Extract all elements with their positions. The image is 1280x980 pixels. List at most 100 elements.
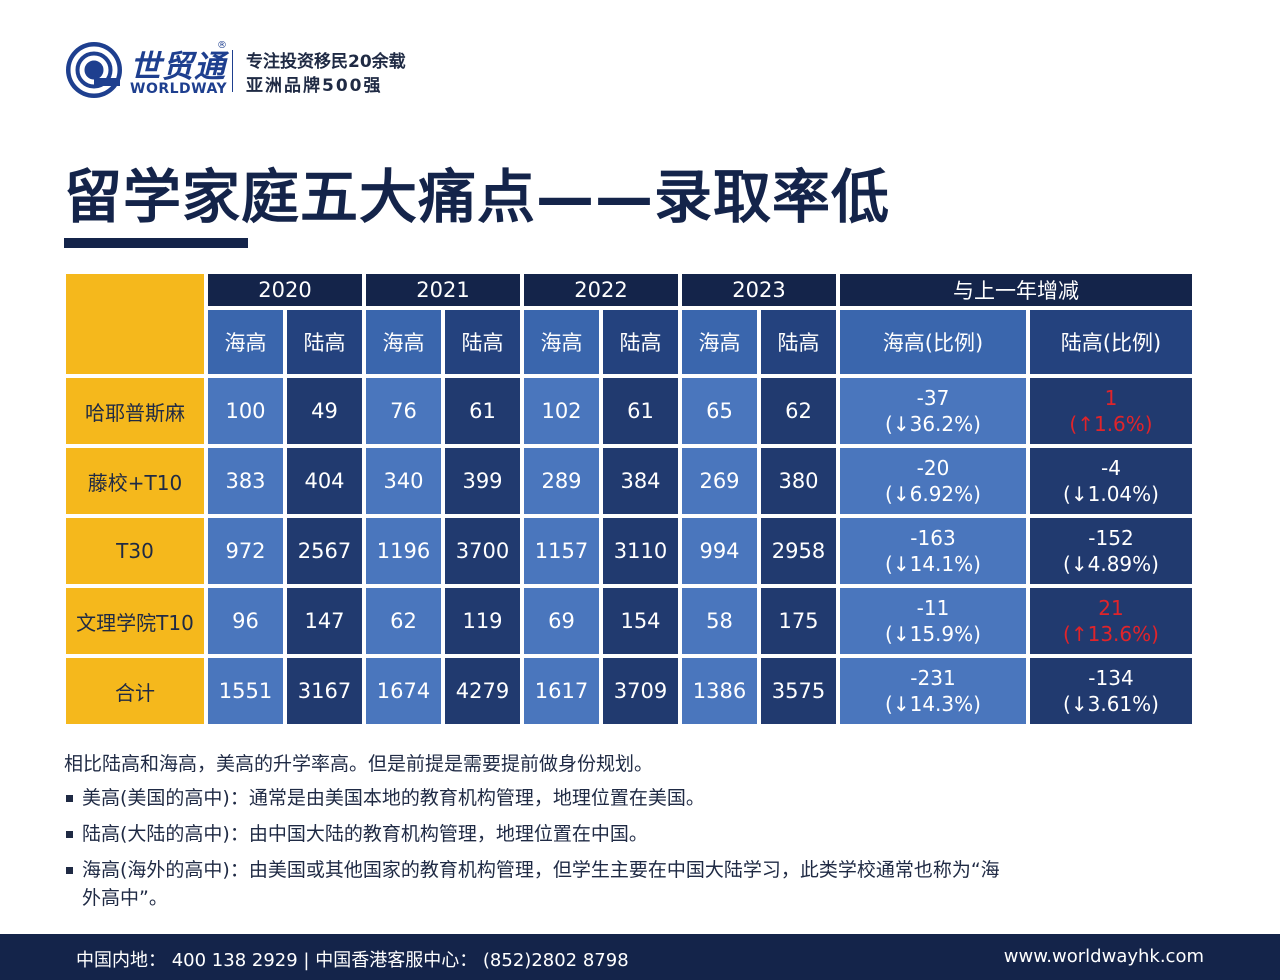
lugao-change-cell: 1 (↑1.6%): [1028, 376, 1194, 446]
corner-cell: [64, 272, 206, 376]
change-percent: (↓1.04%): [1063, 482, 1159, 506]
table-cell: 380: [759, 446, 838, 516]
change-value: 1: [1104, 386, 1118, 410]
footer-contact: 中国内地： 400 138 2929 | 中国香港客服中心： (852)2802…: [76, 950, 629, 971]
table-cell: 1617: [522, 656, 601, 726]
sub-header-lugao: 陆高: [759, 308, 838, 376]
year-header: 2022: [522, 272, 680, 308]
lugao-change-cell: -152 (↓4.89%): [1028, 516, 1194, 586]
change-percent: (↓3.61%): [1063, 692, 1159, 716]
row-label: 合计: [64, 656, 206, 726]
table-row: T30 972 2567 1196 3700 1157 3110 994 295…: [64, 516, 1194, 586]
change-value: -134: [1088, 666, 1134, 690]
table-cell: 1551: [206, 656, 285, 726]
change-value: 21: [1098, 596, 1124, 620]
change-value: -20: [916, 456, 950, 480]
haigao-change-cell: -20 (↓6.92%): [838, 446, 1028, 516]
change-value: -37: [916, 386, 950, 410]
table-cell: 340: [364, 446, 443, 516]
table-cell: 1196: [364, 516, 443, 586]
table-cell: 2958: [759, 516, 838, 586]
notes-section: 相比陆高和海高，美高的升学率高。但是前提是需要提前做身份规划。 美高(美国的高中…: [64, 749, 1004, 920]
table-row: 藤校+T10 383 404 340 399 289 384 269 380 -…: [64, 446, 1194, 516]
change-percent: (↓15.9%): [885, 622, 981, 646]
row-label: 藤校+T10: [64, 446, 206, 516]
sub-header-lugao-ratio: 陆高(比例): [1028, 308, 1194, 376]
sub-header-haigao: 海高: [680, 308, 759, 376]
table-cell: 61: [443, 376, 522, 446]
table-row-total: 合计 1551 3167 1674 4279 1617 3709 1386 35…: [64, 656, 1194, 726]
table-cell: 154: [601, 586, 680, 656]
worldway-logo-icon: [66, 42, 122, 98]
table-cell: 3110: [601, 516, 680, 586]
table-cell: 62: [759, 376, 838, 446]
table-cell: 384: [601, 446, 680, 516]
row-label: 哈耶普斯麻: [64, 376, 206, 446]
admission-table: 2020 2021 2022 2023 与上一年增减 海高 陆高 海高 陆高 海…: [64, 272, 1194, 726]
lugao-change-cell: -4 (↓1.04%): [1028, 446, 1194, 516]
lugao-change-cell: 21 (↑13.6%): [1028, 586, 1194, 656]
year-header: 2023: [680, 272, 838, 308]
table-cell: 175: [759, 586, 838, 656]
row-label: 文理学院T10: [64, 586, 206, 656]
change-header: 与上一年增减: [838, 272, 1194, 308]
table-cell: 994: [680, 516, 759, 586]
table-cell: 76: [364, 376, 443, 446]
table-cell: 147: [285, 586, 364, 656]
table-cell: 3700: [443, 516, 522, 586]
change-percent: (↓4.89%): [1063, 552, 1159, 576]
table-cell: 96: [206, 586, 285, 656]
title-underline: [64, 238, 248, 248]
table-cell: 102: [522, 376, 601, 446]
tagline-line-1: 专注投资移民20余载: [246, 52, 406, 72]
sub-header-haigao: 海高: [522, 308, 601, 376]
table-cell: 1386: [680, 656, 759, 726]
change-percent: (↑1.6%): [1069, 412, 1153, 436]
table-cell: 383: [206, 446, 285, 516]
table-cell: 4279: [443, 656, 522, 726]
table-cell: 404: [285, 446, 364, 516]
notes-intro: 相比陆高和海高，美高的升学率高。但是前提是需要提前做身份规划。: [64, 753, 654, 775]
table-cell: 3709: [601, 656, 680, 726]
note-bullet-lugao: 陆高(大陆的高中)：由中国大陆的教育机构管理，地理位置在中国。: [64, 820, 1004, 848]
sub-header-haigao: 海高: [364, 308, 443, 376]
haigao-change-cell: -163 (↓14.1%): [838, 516, 1028, 586]
change-percent: (↓6.92%): [885, 482, 981, 506]
footer-bar: 中国内地： 400 138 2929 | 中国香港客服中心： (852)2802…: [0, 934, 1280, 980]
table-cell: 972: [206, 516, 285, 586]
brand-name-en: WORLDWAY: [130, 81, 228, 97]
change-value: -231: [910, 666, 956, 690]
footer-website-link[interactable]: www.worldwayhk.com: [1003, 946, 1204, 967]
table-row: 文理学院T10 96 147 62 119 69 154 58 175 -11(…: [64, 586, 1194, 656]
change-percent: (↓14.1%): [885, 552, 981, 576]
table-cell: 49: [285, 376, 364, 446]
page-title: 留学家庭五大痛点——录取率低: [64, 163, 891, 231]
haigao-change-cell: -11 (↓15.9%): [838, 586, 1028, 656]
note-bullet-meigao: 美高(美国的高中)：通常是由美国本地的教育机构管理，地理位置在美国。: [64, 784, 1004, 812]
table-cell: 119: [443, 586, 522, 656]
change-percent: (↓14.3%): [885, 692, 981, 716]
brand-name-cn: 世贸通: [130, 49, 226, 85]
sub-header-lugao: 陆高: [285, 308, 364, 376]
haigao-change-cell: -231 (↓14.3%): [838, 656, 1028, 726]
change-value: -11: [916, 596, 950, 620]
sub-header-haigao-ratio: 海高(比例): [838, 308, 1028, 376]
year-header: 2021: [364, 272, 522, 308]
table-cell: 289: [522, 446, 601, 516]
sub-header-lugao: 陆高: [443, 308, 522, 376]
table-cell: 1674: [364, 656, 443, 726]
table-cell: 399: [443, 446, 522, 516]
table-cell: 69: [522, 586, 601, 656]
brand-divider: [232, 50, 233, 92]
registered-mark: ®: [217, 40, 227, 51]
change-percent: (↑13.6%): [1063, 622, 1159, 646]
lugao-change-cell: -134 (↓3.61%): [1028, 656, 1194, 726]
table-row: 哈耶普斯麻 100 49 76 61 102 61 65 62 -37 (↓36.…: [64, 376, 1194, 446]
table-cell: 58: [680, 586, 759, 656]
table-cell: 3575: [759, 656, 838, 726]
row-label: T30: [64, 516, 206, 586]
table-cell: 1157: [522, 516, 601, 586]
table-cell: 62: [364, 586, 443, 656]
note-bullet-haigao: 海高(海外的高中)：由美国或其他国家的教育机构管理，但学生主要在中国大陆学习，此…: [64, 856, 1004, 912]
table-cell: 65: [680, 376, 759, 446]
